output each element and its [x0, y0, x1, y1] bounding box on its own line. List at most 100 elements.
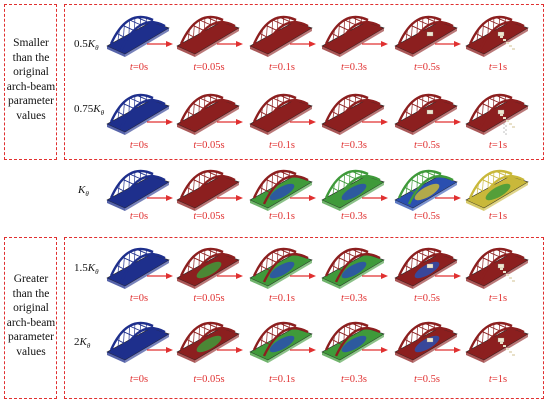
- time-variable: t: [488, 140, 492, 151]
- arrow-right-icon: [217, 40, 243, 48]
- time-variable: t: [413, 62, 417, 73]
- time-value: =0.05s: [196, 374, 225, 385]
- bridge-model-snapshot: [248, 238, 314, 290]
- time-variable: t: [488, 62, 492, 73]
- bridge-model-snapshot: [393, 238, 459, 290]
- time-value: =0.1s: [271, 374, 296, 385]
- greater-label-line: values: [16, 345, 46, 358]
- row-symbol-subscript: θ: [95, 44, 99, 53]
- time-variable: t: [268, 211, 272, 222]
- time-value: =0s: [132, 293, 149, 304]
- time-variable: t: [340, 211, 344, 222]
- row-stiffness-label: 0.75Kθ: [74, 103, 104, 117]
- row-stiffness-label: 1.5Kθ: [74, 262, 99, 276]
- time-variable: t: [340, 374, 344, 385]
- smaller-group-left-box: [4, 4, 57, 160]
- bridge-model-snapshot: [105, 238, 171, 290]
- time-caption: t=1s: [468, 211, 528, 222]
- time-variable: t: [193, 293, 197, 304]
- bridge-model-snapshot: [175, 84, 241, 136]
- greater-label-line: original: [13, 302, 49, 314]
- time-variable: t: [193, 140, 197, 151]
- row-stiffness-label: 0.5Kθ: [74, 38, 99, 52]
- arrow-right-icon: [435, 272, 461, 280]
- time-caption: t=1s: [468, 140, 528, 151]
- row-coefficient: 0.75: [74, 103, 94, 115]
- arrow-right-icon: [217, 346, 243, 354]
- time-variable: t: [268, 374, 272, 385]
- time-value: =0.1s: [271, 293, 296, 304]
- time-caption: t=0.3s: [324, 140, 384, 151]
- smaller-label-line: original: [13, 66, 49, 78]
- smaller-label-line: parameter: [8, 95, 54, 107]
- time-variable: t: [413, 293, 417, 304]
- time-variable: t: [268, 62, 272, 73]
- bridge-model-snapshot: [248, 312, 314, 364]
- time-variable: t: [268, 140, 272, 151]
- smaller-label-line: arch-beam: [6, 80, 56, 93]
- time-caption: t=1s: [468, 293, 528, 304]
- time-caption: t=0.5s: [397, 293, 457, 304]
- arrow-right-icon: [362, 272, 388, 280]
- time-value: =0.05s: [196, 62, 225, 73]
- smaller-label-line: than the: [12, 51, 50, 64]
- time-caption: t=0.1s: [252, 211, 312, 222]
- bridge-model-snapshot: [393, 6, 459, 58]
- bridge-model-snapshot: [175, 312, 241, 364]
- time-caption: t=0.1s: [252, 374, 312, 385]
- arrow-right-icon: [435, 194, 461, 202]
- time-caption: t=0.05s: [179, 374, 239, 385]
- time-value: =0.05s: [196, 211, 225, 222]
- arrow-right-icon: [362, 346, 388, 354]
- row-coefficient: 0.5: [74, 38, 88, 50]
- greater-label-line: parameter: [8, 331, 54, 343]
- time-caption: t=0s: [109, 293, 169, 304]
- bridge-model-snapshot: [105, 84, 171, 136]
- bridge-model-snapshot: [464, 238, 530, 290]
- time-value: =0.3s: [343, 374, 368, 385]
- time-caption: t=0.1s: [252, 140, 312, 151]
- row-symbol: K: [87, 38, 96, 50]
- time-value: =0.1s: [271, 140, 296, 151]
- time-value: =0.1s: [271, 211, 296, 222]
- time-variable: t: [129, 211, 133, 222]
- bridge-model-snapshot: [175, 6, 241, 58]
- arrow-right-icon: [217, 194, 243, 202]
- bridge-model-snapshot: [464, 160, 530, 212]
- bridge-model-snapshot: [105, 6, 171, 58]
- arrow-right-icon: [362, 194, 388, 202]
- time-variable: t: [268, 293, 272, 304]
- time-caption: t=0s: [109, 140, 169, 151]
- time-caption: t=0.5s: [397, 140, 457, 151]
- time-variable: t: [413, 140, 417, 151]
- time-variable: t: [129, 62, 133, 73]
- arrow-right-icon: [147, 194, 173, 202]
- time-variable: t: [129, 140, 133, 151]
- time-caption: t=0.3s: [324, 211, 384, 222]
- time-caption: t=0.1s: [252, 62, 312, 73]
- arrow-right-icon: [147, 118, 173, 126]
- arrow-right-icon: [435, 40, 461, 48]
- smaller-group-right-box: [64, 4, 544, 160]
- time-value: =0s: [132, 211, 149, 222]
- bridge-model-snapshot: [464, 6, 530, 58]
- arrow-right-icon: [217, 118, 243, 126]
- time-value: =1s: [491, 62, 508, 73]
- arrow-right-icon: [290, 346, 316, 354]
- row-symbol-subscript: θ: [95, 268, 99, 277]
- arrow-right-icon: [290, 272, 316, 280]
- greater-label-line: than the: [12, 287, 50, 300]
- row-stiffness-label: 2Kθ: [74, 336, 90, 350]
- bridge-model-snapshot: [320, 160, 386, 212]
- bridge-model-snapshot: [175, 238, 241, 290]
- time-value: =0.5s: [416, 62, 441, 73]
- time-value: =0.3s: [343, 293, 368, 304]
- time-value: =0.3s: [343, 140, 368, 151]
- smaller-group-label: Smaller than the original arch-beam para…: [5, 36, 57, 123]
- arrow-right-icon: [290, 194, 316, 202]
- time-variable: t: [413, 374, 417, 385]
- time-caption: t=0.05s: [179, 62, 239, 73]
- time-caption: t=0.3s: [324, 62, 384, 73]
- time-variable: t: [193, 62, 197, 73]
- time-value: =0.05s: [196, 140, 225, 151]
